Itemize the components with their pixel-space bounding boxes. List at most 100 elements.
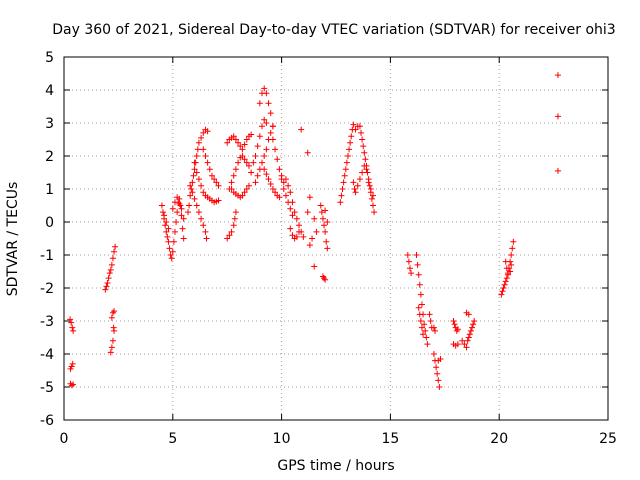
data-point: [323, 238, 330, 245]
data-point: [245, 182, 252, 189]
data-point: [171, 199, 178, 206]
data-point: [498, 291, 505, 298]
data-point: [338, 192, 345, 199]
x-tick-label: 25: [599, 431, 617, 447]
data-point: [285, 182, 292, 189]
data-point: [265, 176, 272, 183]
data-point: [369, 192, 376, 199]
data-point: [174, 194, 181, 201]
data-point: [464, 337, 471, 344]
data-point: [167, 252, 174, 258]
data-point: [499, 288, 506, 295]
data-point: [503, 275, 510, 282]
data-point: [437, 355, 444, 362]
data-point: [261, 85, 268, 92]
data-point: [173, 219, 180, 225]
data-point: [191, 159, 198, 166]
data-point: [408, 270, 415, 277]
data-point: [291, 209, 298, 216]
data-point: [230, 172, 237, 179]
data-point: [110, 324, 117, 331]
data-point: [254, 143, 261, 150]
data-point: [406, 265, 413, 272]
data-point: [208, 172, 215, 179]
data-point: [423, 334, 430, 341]
data-point: [263, 171, 270, 178]
data-point: [280, 186, 287, 192]
data-point: [469, 324, 475, 331]
data-point: [186, 202, 193, 209]
data-point: [263, 120, 270, 126]
data-point: [198, 182, 205, 189]
x-tick-label: 15: [381, 431, 399, 447]
data-point: [322, 276, 329, 283]
data-point: [194, 146, 201, 153]
data-point: [313, 228, 320, 235]
data-point: [70, 381, 77, 388]
y-tick-label: 0: [45, 215, 54, 231]
data-point: [232, 166, 239, 173]
data-point: [187, 182, 194, 189]
y-tick-label: 4: [45, 83, 54, 99]
data-point: [213, 179, 220, 186]
data-point: [420, 331, 427, 338]
data-point: [274, 156, 281, 163]
data-point: [470, 321, 477, 328]
data-point: [261, 116, 268, 123]
data-point: [68, 382, 75, 389]
data-point: [109, 337, 116, 344]
data-point: [430, 351, 437, 357]
data-point: [211, 176, 218, 183]
data-point: [176, 200, 183, 207]
data-point: [459, 337, 466, 344]
data-point: [243, 159, 250, 166]
data-point: [165, 225, 172, 232]
data-point: [350, 121, 357, 128]
data-point: [337, 199, 344, 206]
data-point: [362, 156, 369, 163]
data-point: [206, 166, 213, 173]
data-point: [366, 182, 373, 189]
data-point: [309, 235, 316, 242]
data-point: [306, 242, 313, 249]
data-point: [163, 219, 170, 225]
data-point: [454, 341, 461, 348]
data-point: [507, 268, 514, 275]
data-point: [416, 281, 423, 288]
y-tick-label: 1: [45, 182, 54, 198]
data-point: [296, 228, 303, 235]
data-point: [356, 176, 363, 183]
y-tick-label: -3: [40, 314, 54, 330]
data-point: [200, 129, 207, 136]
data-point: [267, 181, 274, 188]
data-point: [293, 233, 300, 240]
data-point: [417, 291, 424, 298]
data-point: [248, 131, 255, 138]
data-point: [180, 215, 187, 222]
data-point: [165, 238, 172, 245]
data-point: [237, 143, 244, 150]
data-point: [282, 176, 289, 183]
data-point: [187, 192, 194, 199]
data-point: [259, 123, 266, 130]
data-point: [252, 179, 259, 186]
data-point: [193, 153, 200, 159]
data-point: [554, 72, 561, 79]
y-tick-label: 5: [45, 50, 54, 66]
data-point: [415, 271, 422, 278]
data-point: [503, 265, 510, 272]
data-point: [269, 136, 276, 143]
data-point: [340, 179, 347, 186]
data-point: [191, 166, 198, 173]
data-point: [239, 192, 246, 199]
data-point: [367, 186, 374, 192]
data-point: [287, 189, 294, 196]
data-point: [414, 261, 421, 268]
data-point: [259, 159, 266, 166]
data-point: [352, 126, 359, 133]
data-point: [471, 318, 478, 324]
data-point: [359, 169, 366, 176]
data-point: [361, 149, 368, 156]
data-point: [68, 363, 75, 370]
data-point: [359, 136, 366, 143]
